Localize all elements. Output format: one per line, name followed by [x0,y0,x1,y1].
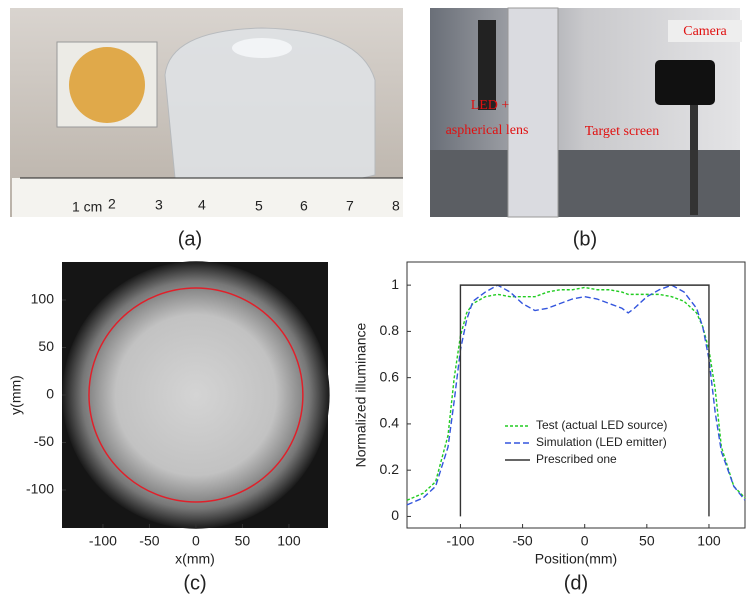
photo-b: Camera LED + aspherical lens Target scre… [430,8,742,217]
x-tick-label: 50 [235,533,251,549]
photo-a: 1 cm 2 3 4 5 6 7 8 [10,8,403,217]
legend-label: Prescribed one [536,452,617,466]
panel-label: (d) [564,572,588,594]
y-tick-label: 100 [31,291,55,307]
ruler-label: 6 [300,198,308,214]
ruler-label: 3 [155,197,163,213]
y-tick-label: -50 [34,433,54,449]
ruler-label: 1 cm [72,199,102,215]
y-tick-label: 0.8 [380,322,400,338]
x-tick-label: -100 [446,533,474,549]
y-tick-label: 0.2 [380,461,400,477]
y-tick-label: 50 [38,338,54,354]
ruler-label: 4 [198,197,206,213]
plot-frame [407,262,745,528]
ruler-label: 2 [108,196,116,212]
x-tick-label: 0 [192,533,200,549]
x-tick-label: 0 [581,533,589,549]
ruler-label: 5 [255,198,263,214]
series-line [460,285,709,516]
x-tick-label: 100 [697,533,721,549]
series-line [407,285,745,505]
x-tick-label: -50 [512,533,532,549]
annotation: LED + [471,98,510,113]
x-tick-label: 50 [639,533,655,549]
y-tick-label: 1 [391,276,399,292]
light-spot [62,261,329,528]
ruler-label: 7 [346,198,354,214]
y-axis-label: y(mm) [8,375,24,415]
panel-label: (c) [183,572,206,594]
panel-label: (b) [573,228,597,250]
y-tick-label: 0 [391,507,399,523]
x-tick-label: -100 [89,533,117,549]
annotation: Target screen [585,124,660,139]
series-line [407,287,745,500]
ruler-label: 8 [392,198,400,214]
y-tick-label: 0.4 [380,415,400,431]
legend-label: Test (actual LED source) [536,418,667,432]
annotation: Camera [683,24,727,39]
x-tick-label: -50 [139,533,159,549]
x-axis-label: x(mm) [175,551,215,567]
legend-label: Simulation (LED emitter) [536,435,667,449]
x-tick-label: 100 [277,533,301,549]
x-axis-label: Position(mm) [535,551,617,567]
annotation: aspherical lens [446,123,529,138]
y-axis-label: Normalized illuminance [353,322,369,467]
figure: 1 cm 2 3 4 5 6 7 8 (a) Camera LED + asph… [0,0,747,601]
y-tick-label: 0.6 [380,368,400,384]
y-tick-label: 0 [46,386,54,402]
panel-label: (a) [178,228,202,250]
y-tick-label: -100 [26,481,54,497]
